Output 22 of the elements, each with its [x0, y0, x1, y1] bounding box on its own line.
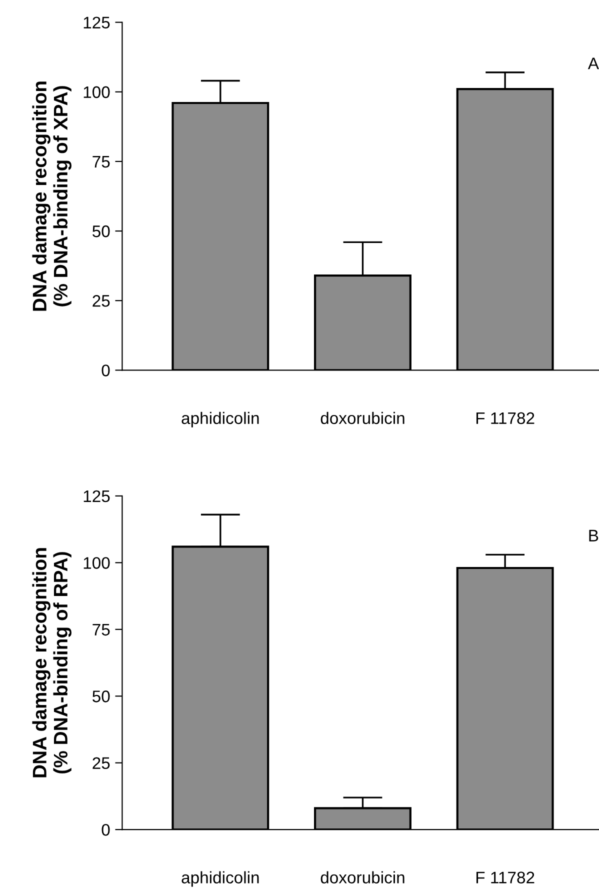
- y-tick-label: 100: [84, 557, 110, 569]
- y-tick-label: 75: [92, 156, 110, 168]
- y-tick-label: 25: [92, 295, 110, 307]
- x-tick-label: aphidicolin: [182, 871, 259, 887]
- y-tick-label: 100: [84, 86, 110, 98]
- y-tick-label: 75: [92, 624, 110, 636]
- x-tick-label: F 11782: [476, 872, 534, 884]
- x-tick-label: aphidicolin: [182, 412, 259, 428]
- y-tick-label: 50: [92, 225, 110, 238]
- annotation: A: [588, 58, 599, 70]
- y-tick-label: 0: [102, 824, 110, 836]
- y-axis-title: DNA damage recognition (% DNA-binding of XPA): [32, 82, 72, 311]
- annotation: B: [589, 530, 598, 542]
- x-tick-label: doxorubicin: [320, 871, 404, 884]
- y-tick-label: 125: [84, 16, 110, 29]
- y-tick-label: 50: [92, 690, 110, 702]
- x-tick-label: F 11782: [476, 412, 534, 424]
- y-tick-label: 25: [92, 757, 110, 770]
- y-tick-label: 0: [102, 364, 110, 376]
- y-axis-title: DNA damage recognition (% DNA-binding of RPA): [32, 548, 72, 778]
- x-tick-label: doxorubicin: [320, 412, 404, 424]
- y-tick-label: 125: [84, 490, 110, 502]
